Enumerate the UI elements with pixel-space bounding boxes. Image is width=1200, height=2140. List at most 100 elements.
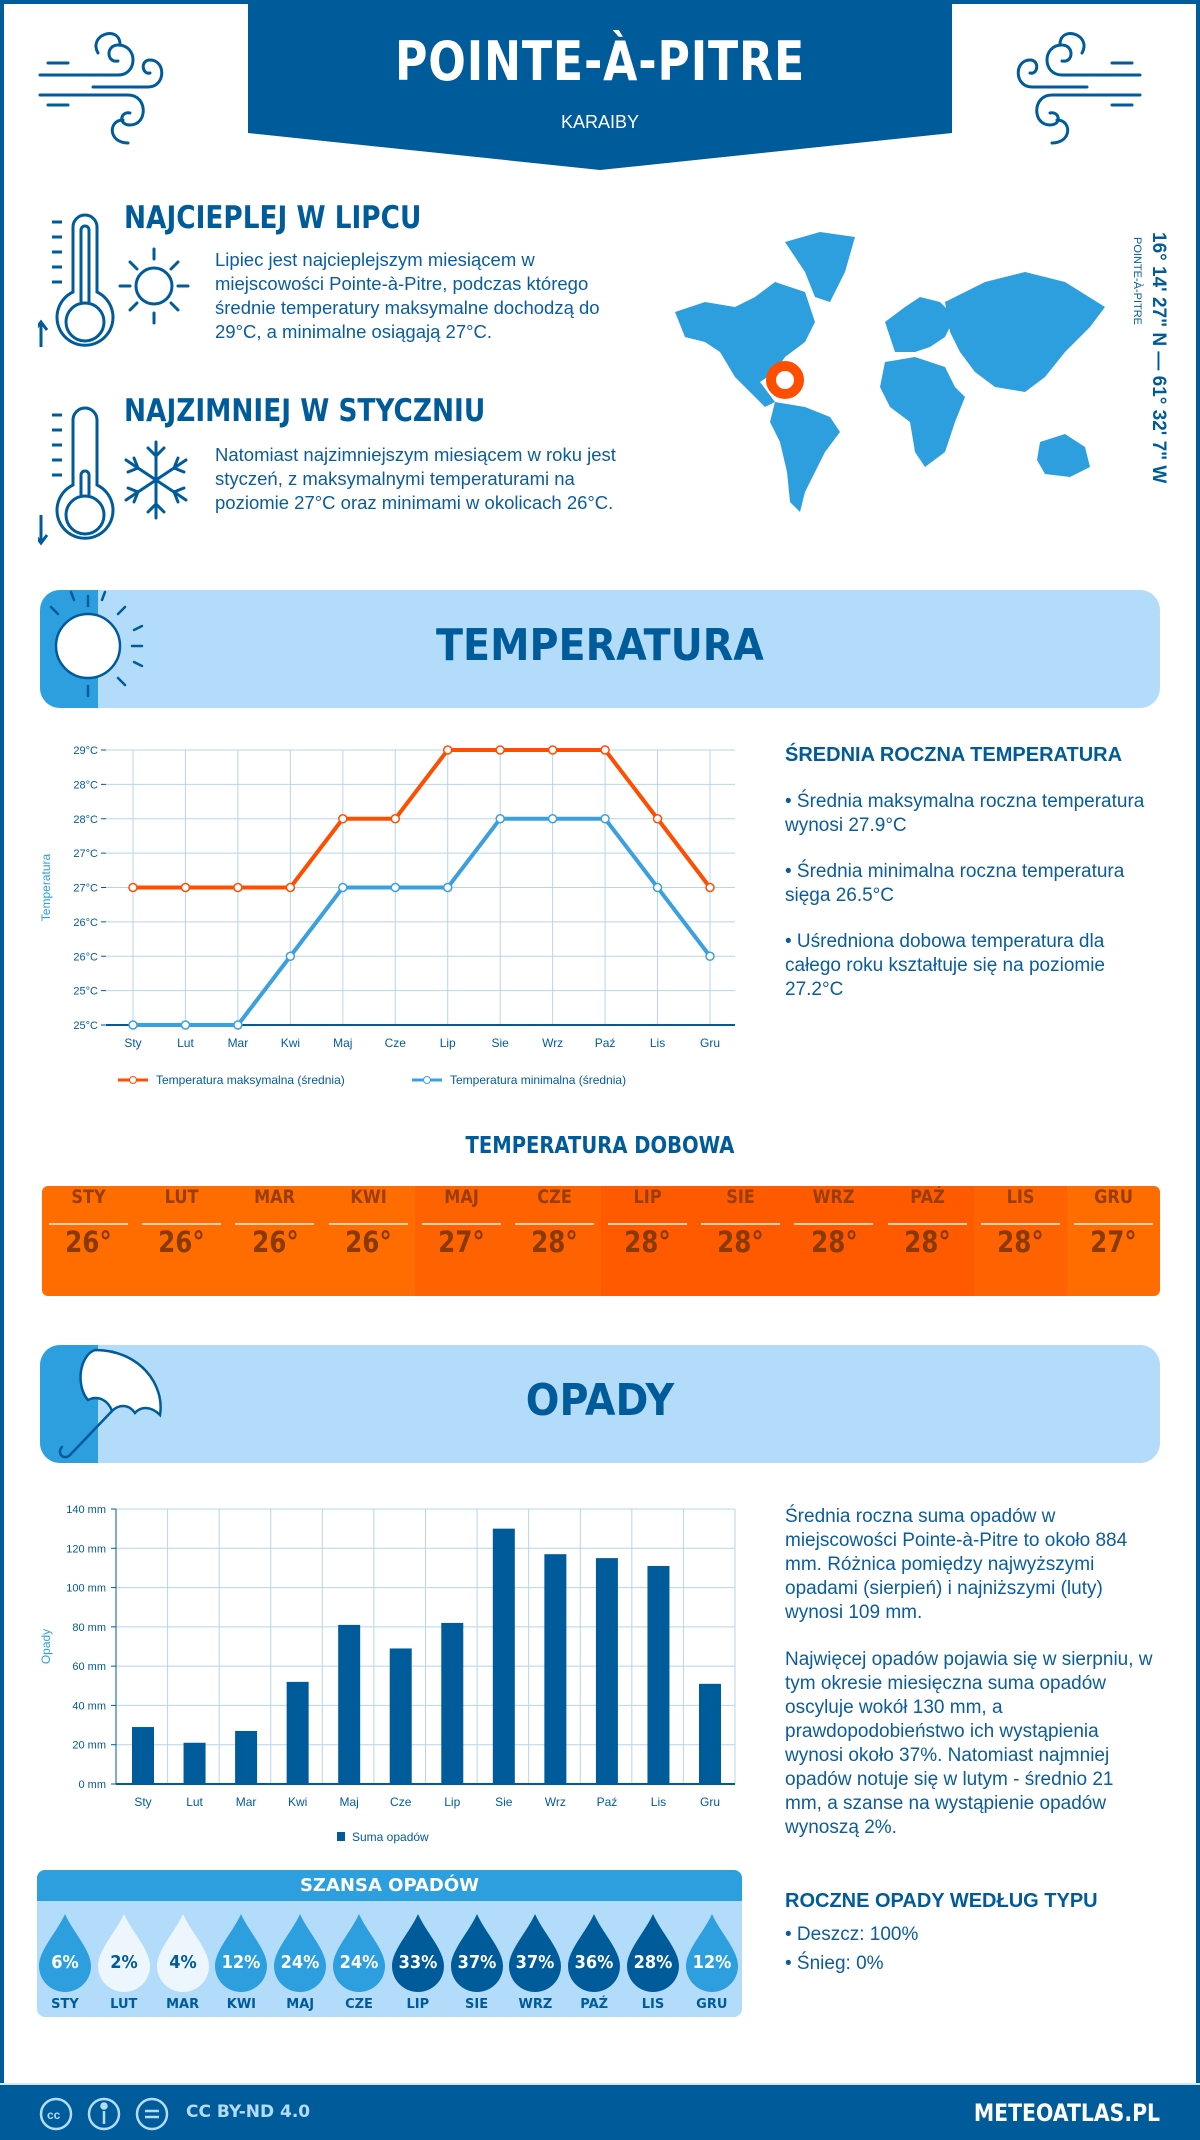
chance-month: LUT [110,1997,138,2012]
drop-icon [97,1914,150,1992]
chance-value: 2% [110,1952,138,1973]
chance-drop: 24% [333,1914,385,1992]
drop-icon [274,1914,327,1992]
chance-month: SIE [465,1997,489,2012]
y-tick-label: 0 mm [79,1779,107,1791]
chance-month: MAR [166,1997,200,2012]
drop-icon [391,1914,444,1992]
chance-value: 33% [398,1952,438,1973]
data-point [180,1020,191,1030]
x-tick-label: Mar [236,1795,257,1809]
north-america [675,282,815,407]
daily-value: 28° [624,1225,671,1259]
umbrella-icon [58,1348,162,1459]
chance-value: 24% [280,1952,320,1973]
cc-icon [39,2097,73,2131]
chance-month: STY [51,1997,79,2012]
y-tick-label: 26°C [73,917,98,929]
x-tick-label: Sty [134,1795,151,1809]
daily-temp-cell: KWI 26° [321,1186,415,1296]
y-tick-label: 80 mm [72,1622,106,1634]
bar [595,1558,618,1784]
header-banner [248,0,952,170]
y-tick-label: 20 mm [72,1740,106,1752]
europe [885,297,955,352]
y-axis-title: Temperatura [39,853,53,921]
x-tick-label: Cze [390,1795,412,1809]
daily-temp-cell: MAJ 27° [414,1186,508,1296]
daily-month: SIE [701,1186,781,1225]
warmest-text: Lipiec jest najcieplejszym miesiącem w m… [215,249,600,342]
data-point [285,951,296,961]
nd-icon [135,2097,169,2131]
asia [945,272,1105,392]
chance-drop: 37% [450,1914,503,1992]
daily-value: 28° [531,1225,578,1259]
daily-value: 27° [1090,1225,1137,1259]
legend-marker [423,1076,431,1084]
world-map [675,232,1105,512]
chance-drop: 28% [627,1914,679,1992]
precip-type-heading: ROCZNE OPADY WEDŁUG TYPU [785,1890,1098,1912]
chance-drop: 37% [509,1914,562,1992]
drop-icon [215,1914,268,1992]
chance-drop: 12% [685,1914,738,1992]
precipitation-title: OPADY [525,1375,675,1426]
bar [699,1683,721,1784]
coordinates: 16° 14' 27" N — 61° 32' 7" W [1148,232,1169,484]
x-tick-label: Sie [492,1036,510,1050]
daily-temp-cell: SIE 28° [694,1186,788,1296]
precip-chance-title: SZANSA OPADÓW [37,1870,742,1901]
x-tick-label: Sie [495,1795,513,1809]
drop-icon [156,1914,209,1992]
legend-label: Suma opadów [352,1830,429,1844]
license-text: CC BY-ND 4.0 [186,2102,311,2122]
data-point [128,1020,138,1030]
legend-swatch [337,1832,345,1841]
x-tick-label: Gru [700,1036,720,1050]
y-tick-label: 27°C [73,883,98,895]
drop-icon [509,1914,562,1992]
chance-month: PAŹ [580,1997,609,2012]
x-tick-label: Wrz [542,1036,563,1050]
daily-value: 27° [437,1225,485,1259]
chance-month: CZE [345,1997,373,2012]
daily-temp-title: TEMPERATURA DOBOWA [465,1133,735,1159]
y-axis-title: Opady [39,1629,53,1664]
coldest-text: Natomiast najzimniejszym miesiącem w rok… [215,444,616,513]
y-tick-label: 26°C [73,951,98,963]
data-point [705,951,715,961]
greenland [785,232,855,302]
x-tick-label: Lip [444,1795,460,1809]
daily-month: GRU [1073,1186,1154,1225]
precip-chance-panel: SZANSA OPADÓW 6% STY 2% LUT 4% MAR 12% KWI 24% MA… [37,1870,742,2017]
thermometer-down-icon [38,406,115,546]
bar [492,1528,515,1784]
y-tick-label: 120 mm [66,1543,106,1555]
daily-value: 26° [158,1225,206,1259]
brand-link[interactable]: METEOATLAS.PL [973,2099,1160,2127]
wind-icon [38,32,164,145]
daily-value: 26° [344,1225,392,1259]
annual-temp-min: • Średnia minimalna roczna temperatura s… [785,861,1125,906]
x-tick-label: Gru [700,1795,720,1809]
daily-month: LIS [980,1186,1060,1225]
drop-icon [39,1914,91,1992]
daily-temp-cell: WRZ 28° [787,1186,881,1296]
temperature-banner: TEMPERATURA [40,590,1160,708]
data-point [495,745,505,755]
y-tick-label: 28°C [73,779,98,791]
data-point [390,814,401,824]
drop-icon [568,1914,621,1992]
drop-icon [333,1914,385,1992]
y-tick-label: 60 mm [72,1661,106,1673]
x-tick-label: Maj [340,1795,359,1809]
daily-month: MAJ [421,1186,501,1225]
chance-value: 6% [51,1952,79,1973]
temperature-title: TEMPERATURA [436,620,764,671]
x-tick-label: Cze [385,1036,407,1050]
daily-value: 26° [251,1225,299,1259]
footer: cc CC BY-ND 4.0 METEOATLAS.PL [0,2083,1200,2140]
chance-value: 24% [339,1952,379,1973]
x-tick-label: Lut [186,1795,203,1809]
